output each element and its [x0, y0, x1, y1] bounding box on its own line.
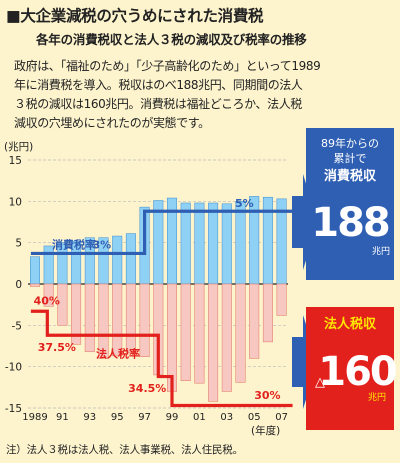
y-axis-unit-label: (兆円) [4, 141, 33, 153]
corporate-tax-loss-bar [235, 283, 246, 383]
consumption-tax-bar [125, 233, 136, 285]
x-tick-label: 07 [275, 412, 288, 423]
corporate-panel-label: 法人税収 [324, 316, 377, 332]
consumption-tax-bar [235, 201, 246, 285]
consumption-panel-line3: 消費税収 [324, 168, 377, 184]
corporate-panel-box [306, 307, 394, 430]
y-tick-label: 15 [9, 155, 22, 167]
consumption-tax-bar [208, 202, 219, 285]
y-tick-label: -15 [5, 403, 22, 415]
consumption-panel-box [306, 128, 394, 280]
corporate-rate-label: 34.5% [128, 382, 166, 395]
corporate-tax-loss-bar [139, 283, 150, 357]
x-tick-label: 97 [138, 412, 151, 423]
corporate-tax-loss-bar [98, 283, 109, 359]
corporate-rate-line [30, 309, 293, 408]
y-tick-label: -10 [5, 362, 22, 374]
consumption-total-panel: 89年からの 累計で 消費税収 188 兆円 [292, 128, 394, 280]
corporate-tax-loss-bar [30, 283, 40, 287]
corporate-tax-loss-bar [262, 283, 273, 343]
consumption-rate-line [30, 209, 293, 256]
y-tick-label: 10 [9, 196, 22, 208]
title-text: 大企業減税の穴うめにされた消費税 [20, 7, 264, 25]
consumption-tax-bar [112, 235, 123, 285]
corporate-total-value: 160 [318, 349, 396, 395]
corporate-total-unit: 兆円 [368, 392, 386, 403]
body-line: ３税の減収は160兆円。消費税は福祉どころか、法人税 [14, 97, 302, 111]
corporate-tax-loss-bar [249, 283, 260, 359]
corporate-arrow [292, 315, 318, 409]
consumption-tax-bar [30, 256, 40, 285]
body-line: 減収の穴埋めにされたのが実態です。 [14, 116, 210, 130]
title-marker: ■ [6, 7, 21, 25]
x-tick-label: 93 [83, 412, 96, 423]
corporate-rate-label: 37.5% [38, 341, 76, 354]
x-axis-unit-label: (年度) [251, 424, 280, 437]
chart-title: ■大企業減税の穴うめにされた消費税 [6, 4, 264, 26]
consumption-tax-bar [194, 202, 205, 285]
footnote: 注）法人３税は法人税、法人事業税、法人住民税。 [6, 444, 243, 456]
x-tick-label: 03 [220, 412, 233, 423]
corporate-tax-loss-bar [57, 283, 68, 326]
x-tick-label: 1989 [22, 412, 47, 423]
corporate-tax-loss-bar [180, 283, 191, 381]
corporate-rate-label: 30% [254, 389, 280, 402]
x-tick-label: 95 [111, 412, 124, 423]
corporate-tax-loss-bar [84, 283, 95, 353]
y-tick-label: -5 [12, 320, 22, 332]
body-line: 年に消費税を導入。税収はのべ188兆円、同期間の法人 [14, 78, 303, 92]
corporate-tax-loss-bar [71, 283, 82, 345]
corporate-rate-name: 法人税率 [96, 346, 140, 360]
consumption-panel-line2: 累計で [334, 151, 367, 165]
corporate-tax-loss-bar [208, 283, 219, 402]
consumption-rate-label: 3% [93, 238, 112, 251]
corporate-tax-loss-bar [43, 283, 54, 307]
chart-subtitle: 各年の消費税収と法人３税の減収及び税率の推移 [36, 32, 307, 47]
corporate-total-prefix: △ [315, 375, 325, 390]
consumption-panel-line1: 89年からの [321, 136, 379, 150]
corporate-tax-loss-bar [221, 283, 232, 392]
consumption-tax-bar [180, 202, 191, 285]
body-paragraph: 政府は、「福祉のため」「少子高齢化のため」といって1989 年に消費税を導入。税… [14, 57, 394, 133]
y-tick-label: 5 [15, 238, 22, 250]
corporate-tax-loss-bar [276, 283, 287, 316]
consumption-arrow [292, 174, 318, 270]
consumption-rate-name: 消費税率 [52, 237, 96, 251]
x-tick-label: 05 [248, 412, 261, 423]
consumption-total-unit: 兆円 [372, 246, 390, 257]
corporate-total-panel: 法人税収 △ 160 兆円 [292, 307, 398, 430]
corporate-rate-label: 40% [34, 295, 60, 308]
y-tick-label: 0 [15, 279, 22, 291]
body-line: 政府は、「福祉のため」「少子高齢化のため」といって1989 [14, 59, 321, 73]
consumption-rate-label: 5% [235, 197, 254, 210]
consumption-tax-bar [43, 245, 54, 285]
consumption-tax-bar [221, 203, 232, 285]
corporate-tax-loss-bar [125, 283, 136, 353]
x-tick-label: 01 [193, 412, 206, 423]
consumption-total-value: 188 [311, 200, 389, 246]
corporate-tax-loss-bar [194, 283, 205, 384]
x-tick-label: 99 [166, 412, 179, 423]
corporate-tax-loss-bar [112, 283, 123, 357]
consumption-tax-bar [153, 200, 164, 285]
x-tick-label: 91 [56, 412, 69, 423]
